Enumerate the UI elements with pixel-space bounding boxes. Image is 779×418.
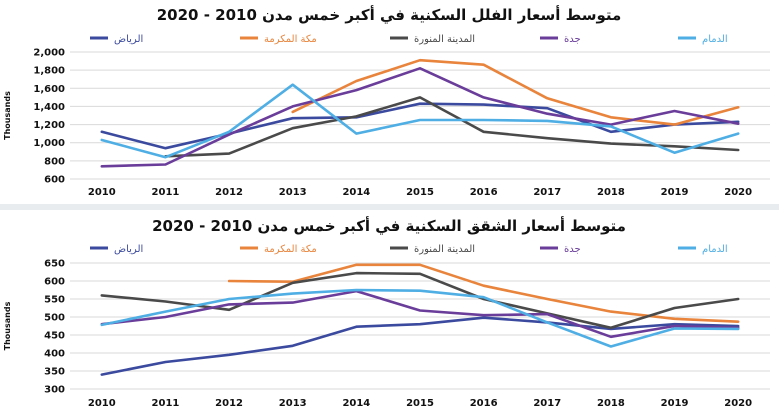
x-tick-label: 2018 [597, 398, 625, 409]
y-tick-label: 600 [44, 175, 65, 186]
y-axis-label: Thousands [3, 91, 12, 140]
y-axis-label: Thousands [3, 301, 12, 350]
x-tick-label: 2011 [152, 187, 180, 198]
x-tick-label: 2020 [724, 398, 752, 409]
y-tick-label: 300 [44, 385, 65, 396]
x-tick-label: 2020 [724, 187, 752, 198]
series-line-dammam [100, 83, 740, 159]
x-tick-label: 2016 [470, 398, 498, 409]
x-tick-label: 2015 [406, 398, 434, 409]
apartment-prices-chart: متوسط أسعار الشقق السكنية في أكبر خمس مد… [3, 216, 770, 409]
x-tick-label: 2014 [342, 187, 370, 198]
x-tick-label: 2013 [279, 187, 307, 198]
y-tick-label: 1,400 [33, 102, 65, 113]
chart-title: متوسط أسعار الفلل السكنية في أكبر خمس مد… [157, 5, 622, 24]
villa-prices-chart-panel: متوسط أسعار الفلل السكنية في أكبر خمس مد… [0, 0, 779, 204]
y-tick-label: 550 [44, 295, 65, 306]
x-tick-label: 2012 [215, 398, 243, 409]
y-tick-label: 500 [44, 313, 65, 324]
series-line-madinah [164, 96, 740, 158]
x-tick-label: 2017 [533, 398, 561, 409]
series-line-jeddah [100, 67, 740, 168]
series-line-dammam [100, 288, 740, 348]
legend-label-riyadh: الرياض [114, 34, 143, 45]
legend-label-dammam: الدمام [702, 244, 728, 255]
y-tick-label: 1,600 [33, 84, 65, 95]
x-tick-label: 2015 [406, 187, 434, 198]
x-tick-label: 2011 [152, 398, 180, 409]
legend-label-riyadh: الرياض [114, 244, 143, 255]
villa-prices-chart: متوسط أسعار الفلل السكنية في أكبر خمس مد… [3, 5, 770, 198]
series-line-jeddah [100, 289, 740, 339]
apartment-prices-chart-panel: متوسط أسعار الشقق السكنية في أكبر خمس مد… [0, 210, 779, 414]
legend-label-dammam: الدمام [702, 34, 728, 45]
y-tick-label: 450 [44, 331, 65, 342]
y-tick-label: 650 [44, 259, 65, 270]
series-line-riyadh [100, 102, 740, 150]
y-tick-label: 600 [44, 277, 65, 288]
series-line-madinah [100, 271, 740, 330]
x-tick-label: 2010 [88, 398, 116, 409]
y-tick-label: 800 [44, 156, 65, 167]
legend-label-makkah: مكة المكرمة [264, 244, 317, 255]
y-tick-label: 1,000 [33, 138, 65, 149]
x-tick-label: 2014 [342, 398, 370, 409]
y-tick-label: 2,000 [33, 48, 65, 59]
chart-divider [0, 204, 779, 210]
x-tick-label: 2016 [470, 187, 498, 198]
legend-label-jeddah: جدة [564, 244, 581, 255]
y-tick-label: 1,200 [33, 120, 65, 131]
series-line-riyadh [100, 316, 740, 376]
legend-label-jeddah: جدة [564, 34, 581, 45]
series-line-makkah [227, 263, 740, 323]
x-tick-label: 2010 [88, 187, 116, 198]
y-tick-label: 400 [44, 349, 65, 360]
legend-label-madinah: المدينة المنورة [414, 34, 475, 45]
x-tick-label: 2012 [215, 187, 243, 198]
x-tick-label: 2019 [661, 187, 689, 198]
chart-title: متوسط أسعار الشقق السكنية في أكبر خمس مد… [152, 216, 626, 235]
x-tick-label: 2017 [533, 187, 561, 198]
y-tick-label: 350 [44, 367, 65, 378]
x-tick-label: 2019 [661, 398, 689, 409]
x-tick-label: 2018 [597, 187, 625, 198]
series-line-makkah [291, 58, 740, 126]
legend-label-makkah: مكة المكرمة [264, 34, 317, 45]
x-tick-label: 2013 [279, 398, 307, 409]
legend-label-madinah: المدينة المنورة [414, 244, 475, 255]
y-tick-label: 1,800 [33, 66, 65, 77]
